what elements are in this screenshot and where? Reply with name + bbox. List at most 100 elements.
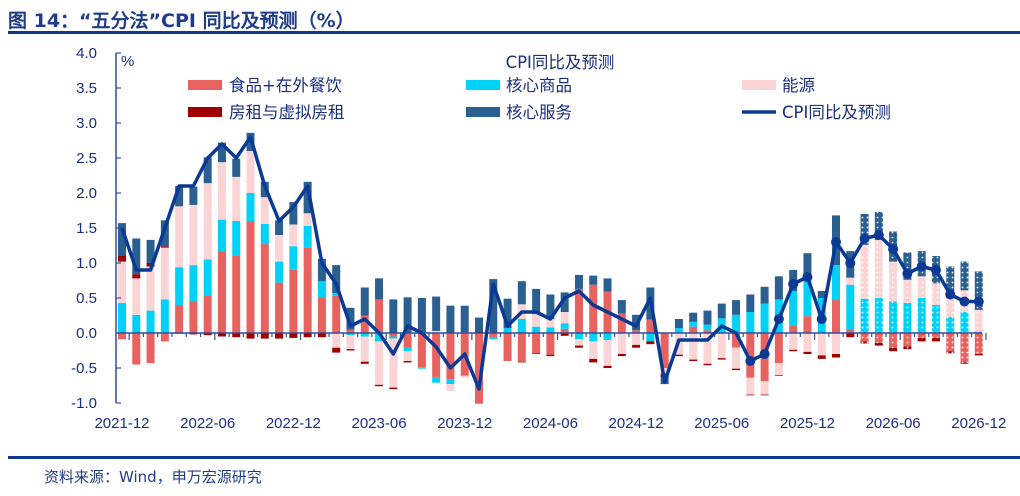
bar-services-2025-12	[803, 253, 812, 277]
bar-goods-2024-08	[574, 333, 583, 340]
legend-swatch-rent	[188, 107, 222, 117]
bar-services-2024-11	[617, 300, 626, 314]
bar-goods-2023-08	[403, 347, 412, 352]
bar-goods-2024-09	[589, 333, 598, 342]
bar-food-2024-07	[560, 328, 569, 333]
bar-services-2022-02	[146, 239, 155, 263]
bar-services-2024-01	[475, 317, 483, 332]
forecast-pattern-services-2026-12	[974, 271, 983, 310]
forecast-pattern-food-2026-12	[974, 333, 983, 354]
bar-goods-2024-04	[517, 319, 526, 333]
bar-goods-2021-12	[118, 302, 126, 333]
forecast-pattern-goods-2026-09	[931, 305, 940, 333]
forecast-pattern-goods-2026-10	[946, 316, 955, 333]
bar-services-2023-04	[346, 307, 355, 330]
bar-food-2024-01	[475, 333, 483, 404]
bar-services-2022-04	[175, 186, 184, 207]
y-tick-label: 0.0	[76, 325, 97, 342]
bar-energy-2023-12	[460, 375, 469, 378]
bar-energy-2022-06	[203, 183, 212, 260]
bar-energy-2024-08	[574, 339, 583, 346]
bar-goods-2024-06	[546, 327, 555, 333]
legend-label-services: 核心服务	[506, 103, 572, 122]
bar-rent-2023-06	[375, 384, 384, 387]
y-tick-label: 2.0	[76, 185, 97, 202]
bar-goods-2022-12	[289, 246, 298, 270]
bar-energy-2023-03	[332, 333, 341, 348]
forecast-pattern-services-2026-10	[946, 266, 955, 298]
bar-services-2025-09	[760, 286, 769, 304]
cpi-point-2025-10	[773, 314, 784, 324]
y-axis-unit: %	[121, 53, 134, 70]
bar-goods-2024-07	[560, 323, 569, 329]
forecast-pattern-rent-2026-09	[931, 337, 940, 342]
bar-rent-2026-03	[846, 333, 855, 338]
legend-swatch-services	[466, 107, 500, 117]
bar-food-2021-12	[118, 333, 126, 340]
forecast-pattern-rent-2026-07	[903, 346, 912, 350]
bar-goods-2023-07	[389, 336, 398, 339]
bar-services-2022-05	[189, 186, 198, 205]
forecast-pattern-food-2026-09	[931, 333, 940, 338]
bar-services-2025-08	[746, 294, 755, 312]
bar-food-2022-03	[160, 333, 169, 342]
bar-goods-2022-02	[146, 310, 155, 333]
bar-services-2024-05	[532, 288, 541, 315]
cpi-point-2026-08	[916, 261, 927, 272]
bar-food-2022-01	[132, 333, 141, 365]
bar-services-2023-01	[303, 181, 312, 214]
bar-energy-2023-06	[375, 341, 384, 385]
cpi-point-2026-06	[888, 244, 899, 254]
bar-energy-2023-07	[389, 338, 398, 388]
bar-energy-2021-12	[118, 261, 126, 303]
forecast-pattern-goods-2026-05	[874, 298, 883, 333]
bar-food-2024-12	[632, 330, 641, 333]
cpi-point-2025-08	[745, 356, 756, 366]
bar-services-2025-05	[703, 310, 712, 325]
forecast-pattern-services-2026-05	[874, 211, 883, 240]
bar-food-2022-05	[189, 301, 198, 333]
bar-goods-2024-10	[603, 333, 612, 340]
bar-food-2024-04	[517, 333, 526, 362]
bar-rent-2022-07	[217, 333, 226, 337]
y-tick-label: 0.5	[76, 290, 97, 307]
y-tick-label: 3.0	[76, 115, 97, 132]
bar-energy-2022-12	[289, 224, 298, 247]
bar-energy-2023-08	[403, 351, 412, 361]
bar-rent-2021-12	[118, 256, 126, 262]
cpi-point-2026-02	[831, 237, 841, 247]
bar-food-2023-09	[417, 333, 426, 368]
bar-services-2026-01	[817, 291, 826, 298]
bar-energy-2024-05	[532, 314, 541, 327]
forecast-pattern-energy-2026-10	[946, 298, 955, 317]
bar-food-2023-03	[332, 295, 341, 333]
bar-food-2022-08	[232, 255, 241, 333]
bar-goods-2022-01	[132, 314, 141, 333]
bar-services-2024-07	[560, 292, 569, 312]
bar-services-2025-04	[689, 312, 698, 322]
bar-food-2022-10	[260, 244, 269, 333]
bar-food-2024-05	[532, 333, 541, 354]
figure-title: 图 14：“五分法”CPI 同比及预测（%）	[8, 10, 355, 32]
bar-goods-2023-06	[375, 333, 384, 342]
forecast-pattern-goods-2026-08	[917, 298, 926, 333]
bar-services-2025-10	[774, 276, 783, 300]
x-tick-label: 2026-12	[951, 415, 1006, 432]
bar-goods-2023-02	[317, 281, 326, 298]
bar-food-2024-06	[546, 333, 555, 355]
bar-services-2023-02	[317, 258, 326, 282]
bar-goods-2025-03	[674, 328, 683, 333]
bar-goods-2024-02	[489, 337, 498, 340]
bar-energy-2025-07	[732, 347, 741, 369]
bar-rent-2022-06	[203, 333, 212, 336]
bar-food-2023-02	[317, 298, 326, 333]
bar-rent-2023-07	[389, 387, 398, 389]
bar-food-2025-04	[689, 326, 698, 333]
bar-services-2025-03	[674, 319, 683, 329]
bar-energy-2022-10	[260, 197, 269, 224]
bar-rent-2024-05	[532, 353, 541, 354]
cpi-point-2026-10	[945, 289, 956, 300]
bar-food-2024-03	[503, 333, 512, 361]
bar-energy-2025-06	[717, 333, 726, 359]
bar-food-2022-12	[289, 269, 298, 333]
